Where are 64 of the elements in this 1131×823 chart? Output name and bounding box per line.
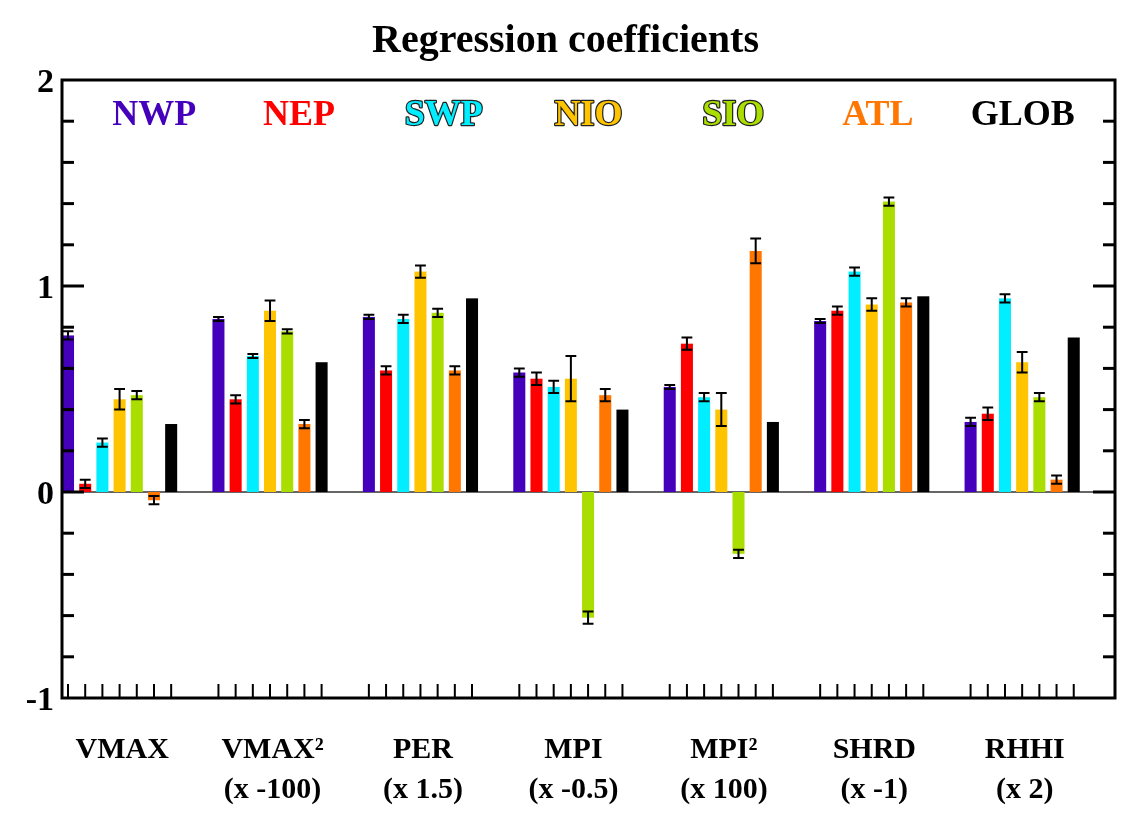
x-tick-label: MPI (x -0.5) (528, 731, 619, 805)
bar (281, 331, 294, 492)
bar (246, 356, 259, 492)
bar (882, 201, 895, 492)
bar (616, 409, 629, 492)
x-tick-label: MPI² (x 100) (680, 731, 768, 805)
bar (998, 298, 1011, 492)
legend-label: GLOB (970, 93, 1075, 133)
bar (814, 321, 827, 492)
bar (448, 370, 461, 492)
y-tick-label: 2 (37, 61, 54, 99)
bar (431, 312, 444, 492)
bar (397, 318, 410, 492)
bar (362, 316, 375, 492)
bar (264, 310, 277, 492)
bar (663, 386, 676, 492)
bar (96, 442, 109, 492)
x-tick-label: SHRD (x -1) (832, 731, 916, 805)
text: NIO (554, 93, 623, 133)
bar (547, 386, 560, 492)
text: SWP (404, 93, 483, 133)
bar (582, 492, 595, 618)
bar (865, 304, 878, 492)
chart-title: Regression coefficients (372, 16, 759, 61)
bar (298, 424, 311, 492)
bar (900, 302, 913, 492)
x-tick-label: PER (x 1.5) (383, 731, 464, 805)
bar (599, 395, 612, 492)
y-tick-label: 0 (37, 473, 54, 511)
bar (564, 378, 577, 492)
bar (466, 298, 479, 492)
bar (732, 492, 745, 554)
bar (715, 409, 728, 492)
bar (680, 343, 693, 492)
bar (831, 310, 844, 492)
bar (766, 421, 779, 492)
bar (749, 250, 762, 492)
bar (698, 397, 711, 492)
bar (229, 399, 242, 492)
bar (315, 362, 328, 492)
text: NWP (112, 93, 197, 133)
bar (981, 413, 994, 492)
x-tick-label: RHHI (x 2) (984, 731, 1065, 805)
bar (1016, 362, 1029, 492)
bar (964, 421, 977, 492)
bar (917, 296, 930, 492)
bar (380, 370, 393, 492)
y-tick-label: 1 (37, 267, 54, 305)
bar (848, 271, 861, 492)
text: SIO (702, 93, 765, 133)
text: ATL (842, 93, 914, 133)
bar (414, 271, 427, 492)
bar (113, 399, 126, 492)
bar (1033, 397, 1046, 492)
bar (1067, 337, 1080, 492)
bar (530, 378, 543, 492)
x-tick-label: VMAX (75, 731, 170, 764)
bar (212, 318, 225, 492)
bar (165, 424, 178, 492)
bar (130, 395, 143, 492)
x-tick-label: VMAX² (x -100) (221, 731, 324, 805)
text: NEP (263, 93, 336, 133)
bar (513, 372, 526, 492)
y-tick-label: -1 (25, 679, 54, 717)
